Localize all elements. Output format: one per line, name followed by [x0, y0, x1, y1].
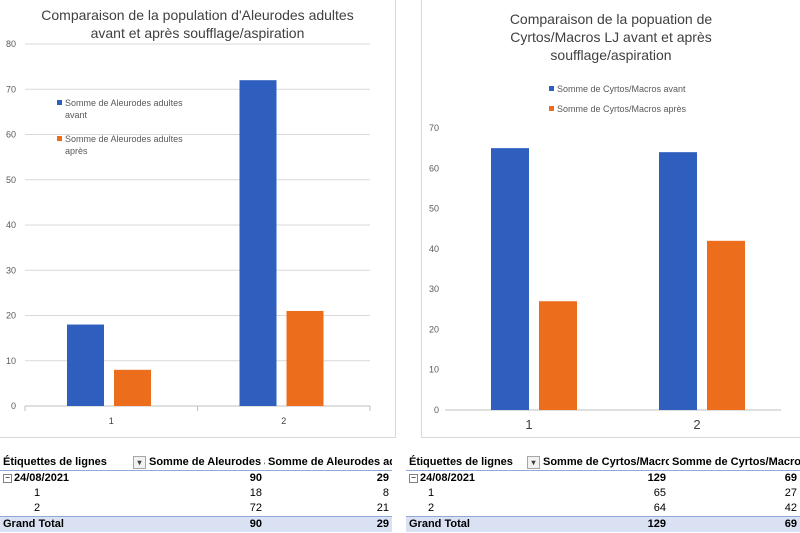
bar-2-apres	[286, 310, 324, 406]
cell-value: 42	[784, 502, 797, 514]
chart-plot: 0 10 20 30 40 50 60 70 1 2 Somme de Cyrtos/Macros …	[429, 84, 781, 432]
cell-value: 8	[382, 487, 389, 499]
table-row: 1 18 8	[0, 486, 392, 501]
bar-2-avant	[659, 152, 697, 410]
row-labels-header[interactable]: Étiquettes de lignes	[0, 455, 130, 471]
table-row: 2 64 42	[406, 501, 800, 517]
y-tick-label: 50	[429, 204, 439, 214]
legend-swatch	[549, 106, 554, 111]
x-category-label: 2	[693, 417, 700, 432]
collapse-minus-icon[interactable]: −	[409, 473, 418, 483]
pivot-group-row: −24/08/2021 129 69	[406, 471, 800, 487]
cell-value: 72	[249, 502, 262, 514]
legend-swatch	[57, 100, 62, 105]
y-tick-label: 80	[6, 39, 16, 49]
pivot-header-row: Étiquettes de lignes ▾ Somme de Aleurodes…	[0, 455, 392, 471]
cell-value: 65	[653, 487, 666, 499]
chart-plot: 0 10 20 30 40 50 60 70 80 1 2 Somme de Aleurodes ad…	[6, 39, 371, 426]
filter-dropdown-icon[interactable]: ▾	[133, 455, 146, 469]
y-tick-label: 0	[434, 405, 439, 415]
bar-2-apres	[707, 240, 745, 410]
legend-entry: Somme de Cyrtos/Macros après	[557, 104, 687, 114]
legend-entry: Somme de Aleurodes adultes avant	[65, 98, 183, 120]
group-label[interactable]: −24/08/2021	[0, 471, 130, 487]
y-tick-label: 60	[429, 163, 439, 173]
cell-value: 69	[669, 516, 800, 532]
cell-value: 90	[249, 472, 262, 484]
cell-value: 129	[647, 472, 666, 484]
y-tick-label: 70	[6, 84, 16, 94]
legend-entry: Somme de Aleurodes adultes après	[65, 134, 183, 156]
pivot-header-row: Étiquettes de lignes ▾ Somme de Cyrtos/Ma…	[406, 455, 800, 471]
y-tick-label: 30	[6, 265, 16, 275]
table-row: 1 65 27	[406, 486, 800, 501]
y-tick-label: 50	[6, 175, 16, 185]
pivot-group-row: −24/08/2021 90 29	[0, 471, 392, 487]
y-tick-label: 10	[6, 356, 16, 366]
bar-2-avant	[239, 80, 277, 406]
y-tick-label: 10	[429, 365, 439, 375]
cell-value: 64	[653, 502, 666, 514]
y-tick-label: 30	[429, 284, 439, 294]
pivot-table-cyrtos[interactable]: Étiquettes de lignes ▾ Somme de Cyrtos/Ma…	[406, 455, 800, 532]
x-category-label: 1	[525, 417, 532, 432]
y-tick-label: 40	[6, 220, 16, 230]
y-tick-label: 20	[429, 324, 439, 334]
row-label: 2	[428, 502, 435, 514]
cell-value: 29	[265, 516, 392, 532]
x-category-label: 1	[109, 416, 114, 426]
chart-title: Comparaison de la population d'Aleurodes…	[41, 7, 354, 41]
cell-value: 69	[784, 472, 797, 484]
total-label: Grand Total	[0, 516, 130, 532]
value-header[interactable]: Somme de Cyrtos/Macros l	[669, 455, 800, 471]
cell-value: 27	[784, 487, 797, 499]
value-header[interactable]: Somme de Aleurodes adul	[265, 455, 392, 471]
legend-swatch	[57, 136, 62, 141]
y-tick-label: 0	[11, 401, 16, 411]
value-header[interactable]: ▾Somme de Aleurodes adul	[130, 455, 265, 471]
x-category-label: 2	[281, 416, 286, 426]
cell-value: 129	[524, 516, 669, 532]
chart-panel-cyrtos[interactable]: Comparaison de la popuation de Cyrtos/Ma…	[421, 0, 800, 438]
table-row: 2 72 21	[0, 501, 392, 517]
cell-value: 18	[249, 487, 262, 499]
total-label: Grand Total	[406, 516, 524, 532]
grand-total-row: Grand Total 129 69	[406, 516, 800, 532]
bar-1-apres	[539, 301, 577, 410]
bar-1-avant	[491, 148, 529, 410]
row-label: 1	[34, 487, 41, 499]
bar-1-apres	[114, 369, 151, 406]
y-tick-label: 20	[6, 311, 16, 321]
chart-title: Comparaison de la popuation de Cyrtos/Ma…	[509, 11, 713, 63]
cell-value: 29	[376, 472, 389, 484]
row-labels-header[interactable]: Étiquettes de lignes	[406, 455, 524, 471]
grand-total-row: Grand Total 90 29	[0, 516, 392, 532]
row-label: 1	[428, 487, 435, 499]
pivot-table-aleurodes[interactable]: Étiquettes de lignes ▾ Somme de Aleurodes…	[0, 455, 392, 532]
chart-panel-aleurodes[interactable]: Comparaison de la population d'Aleurodes…	[0, 0, 396, 438]
bar-1-avant	[67, 324, 104, 406]
legend-swatch	[549, 86, 554, 91]
filter-dropdown-icon[interactable]: ▾	[527, 455, 540, 469]
legend-entry: Somme de Cyrtos/Macros avant	[557, 84, 686, 94]
row-label: 2	[34, 502, 41, 514]
y-tick-label: 60	[6, 130, 16, 140]
cell-value: 21	[376, 502, 389, 514]
group-label[interactable]: −24/08/2021	[406, 471, 524, 487]
value-header[interactable]: ▾ Somme de Cyrtos/Macros	[524, 455, 669, 471]
collapse-minus-icon[interactable]: −	[3, 473, 12, 483]
y-tick-label: 40	[429, 244, 439, 254]
cell-value: 90	[130, 516, 265, 532]
y-tick-label: 70	[429, 123, 439, 133]
